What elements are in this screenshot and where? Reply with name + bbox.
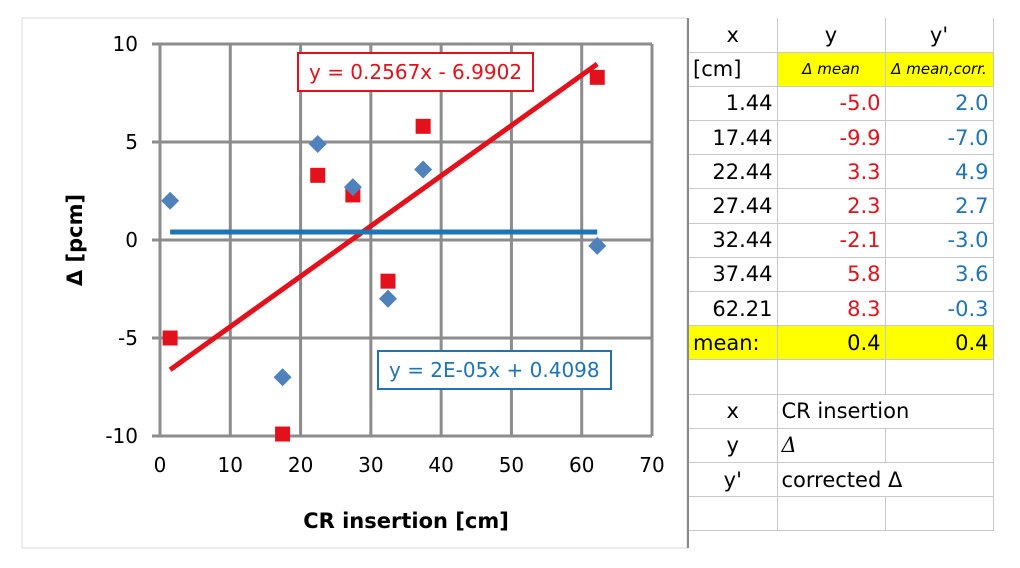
red-square-point [589,69,605,85]
table-cell [885,359,994,395]
table-cell: CR insertion [777,394,994,429]
table-row: 37.44 5.8 3.6 [689,257,994,293]
table-row: 32.44 -2.1 -3.0 [689,223,994,258]
table-cell: Δ mean,corr. [885,52,994,87]
blue-trendline-equation: y = 2E-05x + 0.4098 [377,350,612,390]
blue-diamond-point [161,191,180,210]
table-cell: 1.44 [689,86,778,122]
table-row: [cm] Δ mean Δ mean,corr. [689,52,994,87]
table-cell: 3.6 [885,257,994,293]
y-tick-label: 0 [125,228,138,252]
table-cell: corrected Δ [777,462,994,498]
table-cell: 3.3 [777,154,886,190]
table-cell: -5.0 [777,86,886,122]
red-square-point [380,273,396,289]
blue-diamond-point [343,178,362,197]
table-cell: -2.1 [777,223,886,258]
x-tick-label: 20 [288,453,313,477]
blue-diamond-point [414,160,433,179]
spreadsheet-table: x y y' [cm] Δ mean Δ mean,corr. 1.44 -5.0 2.0 17.… [687,18,994,548]
y-axis-title: Δ [pcm] [63,194,87,286]
table-cell: 32.44 [689,223,778,258]
table-cell: 8.3 [777,291,886,327]
table-cell [689,496,778,532]
table-cell: Δ mean [777,52,886,87]
table-cell: 2.0 [885,86,994,122]
table-row: 62.21 8.3 -0.3 [689,291,994,327]
x-tick-label: 70 [639,453,664,477]
x-tick-label: 0 [154,453,167,477]
table-cell [885,496,994,532]
table-cell: -0.3 [885,291,994,327]
table-cell: y [777,18,886,53]
table-row [689,496,994,532]
y-tick-label: 5 [125,130,138,154]
scatter-chart: 0 10 20 30 40 50 60 70 10 5 0 -5 -10 CR insertion [cm… [21,17,688,549]
table-cell: 2.3 [777,188,886,224]
x-tick-label: 30 [358,453,383,477]
table-row: y' corrected Δ [689,462,994,498]
table-cell: -9.9 [777,120,886,156]
table-cell [777,496,886,532]
table-cell [885,428,994,463]
table-cell: -3.0 [885,223,994,258]
y-tick-label: -10 [105,424,138,448]
table-cell: x [689,394,778,429]
red-square-point [275,426,291,442]
blue-diamond-point [273,368,292,387]
red-trendline [168,61,599,372]
table-cell: mean: [689,325,778,361]
table-cell: 0.4 [885,325,994,361]
table-cell: 4.9 [885,154,994,190]
x-tick-label: 40 [428,453,453,477]
table-row: 22.44 3.3 4.9 [689,154,994,190]
x-tick-label: 50 [499,453,524,477]
x-tick-label: 10 [218,453,243,477]
x-tick-label: 60 [569,453,594,477]
table-cell: 2.7 [885,188,994,224]
table-cell: 62.21 [689,291,778,327]
table-row: 27.44 2.3 2.7 [689,188,994,224]
table-row [689,359,994,395]
blue-diamond-point [308,134,327,153]
red-square-point [415,118,431,134]
table-row: mean: 0.4 0.4 [689,325,994,361]
red-square-point [162,330,178,346]
table-row: x CR insertion [689,394,994,429]
table-cell [689,359,778,395]
table-row: 1.44 -5.0 2.0 [689,86,994,122]
table-cell: y' [689,462,778,498]
table-cell: 5.8 [777,257,886,293]
table-cell: 27.44 [689,188,778,224]
x-axis-title: CR insertion [cm] [303,509,509,533]
red-square-point [310,167,326,183]
table-cell: Δ [777,428,886,463]
table-row: 17.44 -9.9 -7.0 [689,120,994,156]
blue-diamond-point [588,236,607,255]
table-cell: y [689,428,778,463]
table-cell: [cm] [689,52,778,87]
table-cell: y' [885,18,994,53]
red-trendline-equation: y = 0.2567x - 6.9902 [297,52,535,92]
table-cell: 17.44 [689,120,778,156]
y-tick-label: -5 [118,326,138,350]
y-tick-label: 10 [113,32,138,56]
table-cell: -7.0 [885,120,994,156]
table-cell [777,359,886,395]
table-cell: x [689,18,778,53]
table-cell: 37.44 [689,257,778,293]
blue-diamond-point [379,289,398,308]
table-cell: 22.44 [689,154,778,190]
table-cell: 0.4 [777,325,886,361]
table-row: x y y' [689,18,994,53]
